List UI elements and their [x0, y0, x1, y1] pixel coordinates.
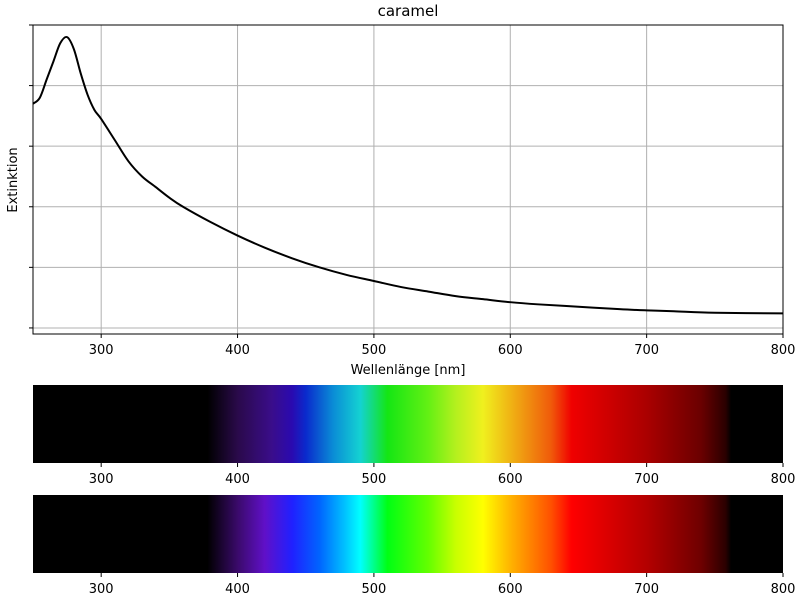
spectrum-tick-label: 700 — [634, 582, 659, 597]
chart-title: caramel — [378, 2, 439, 20]
spectrum-bar-filtered — [33, 385, 783, 463]
x-tick-label: 300 — [89, 343, 114, 358]
extinction-line — [32, 35, 784, 315]
spectrum-tick-label: 400 — [225, 582, 250, 597]
y-axis-ticks — [29, 24, 33, 329]
spectrum-tick-label: 300 — [89, 472, 114, 487]
spectrum-tick-label: 400 — [225, 472, 250, 487]
spectrum-tick-label: 500 — [361, 472, 386, 487]
x-tick-label: 800 — [771, 343, 796, 358]
spectrum-filtered-ticks: 300 400 500 600 700 800 — [89, 463, 796, 487]
spectrum-tick-label: 800 — [771, 472, 796, 487]
plot-frame — [32, 24, 784, 335]
spectrum-tick-label: 700 — [634, 472, 659, 487]
spectrum-tick-label: 300 — [89, 582, 114, 597]
spectrum-strip-full: 300 400 500 600 700 800 — [33, 495, 795, 597]
x-axis-label: Wellenlänge [nm] — [351, 363, 466, 378]
y-axis-label: Extinktion — [6, 147, 21, 212]
spectrum-tick-label: 600 — [498, 472, 523, 487]
spectrum-strip-filtered: 300 400 500 600 700 800 — [33, 385, 795, 487]
spectrum-bar-full — [33, 495, 783, 573]
x-tick-label: 400 — [225, 343, 250, 358]
x-axis-ticks: 300 400 500 600 700 800 — [89, 334, 796, 358]
spectrum-tick-label: 800 — [771, 582, 796, 597]
x-tick-label: 700 — [634, 343, 659, 358]
spectrum-tick-label: 600 — [498, 582, 523, 597]
x-tick-label: 500 — [361, 343, 386, 358]
spectrum-tick-label: 500 — [361, 582, 386, 597]
x-tick-label: 600 — [498, 343, 523, 358]
absorbance-plot: caramel 300 400 500 600 700 800 Wellenlänge [… — [6, 2, 795, 378]
spectrum-full-ticks: 300 400 500 600 700 800 — [89, 573, 796, 597]
